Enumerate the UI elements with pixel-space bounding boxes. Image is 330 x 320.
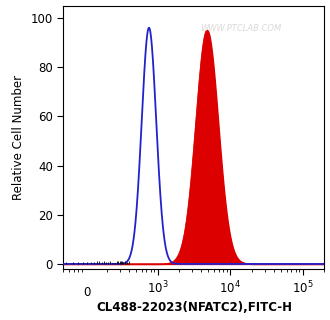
Text: 0: 0	[83, 286, 90, 299]
Text: WWW.PTCLAB.COM: WWW.PTCLAB.COM	[200, 24, 281, 33]
Y-axis label: Relative Cell Number: Relative Cell Number	[12, 75, 25, 200]
X-axis label: CL488-22023(NFATC2),FITC-H: CL488-22023(NFATC2),FITC-H	[96, 301, 292, 315]
